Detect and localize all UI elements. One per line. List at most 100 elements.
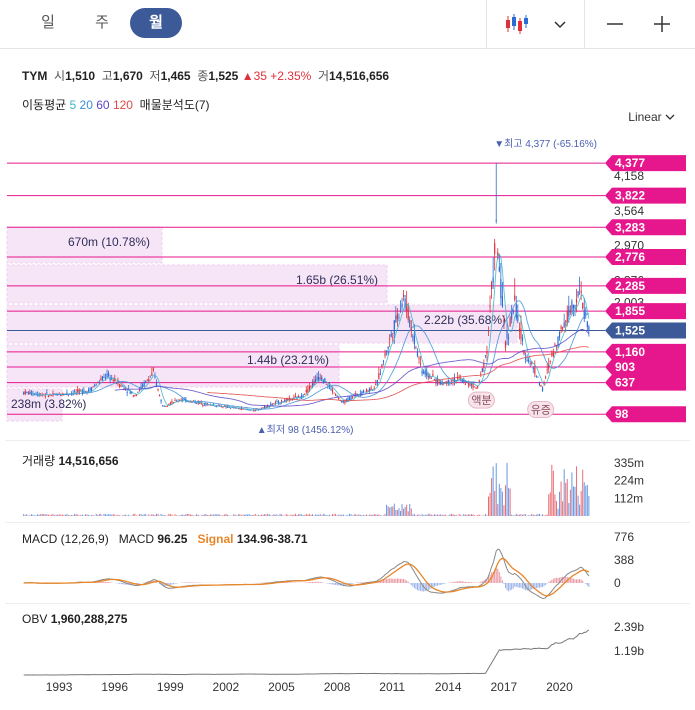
candle-body <box>265 406 267 408</box>
candle-body <box>308 386 310 390</box>
candle-body <box>401 303 403 308</box>
macd-histogram-bar <box>511 583 513 590</box>
candle-body <box>279 403 281 405</box>
volume-bar <box>362 514 364 516</box>
candle-body <box>274 402 276 404</box>
macd-histogram-bar <box>393 578 395 583</box>
volume-bar <box>501 491 503 516</box>
price-level-tag[interactable] <box>605 155 686 172</box>
volume-bar <box>239 514 241 516</box>
macd-histogram-bar <box>433 583 435 587</box>
macd-histogram-bar <box>545 583 547 585</box>
ma-5[interactable]: 5 <box>69 98 77 112</box>
macd-histogram-bar <box>98 582 100 583</box>
obv-chart[interactable]: 2.39b 1.19b 1993 1996 1999 2002 2005 2008 2011 20… <box>0 603 695 703</box>
volume-chart[interactable]: 335m 224m 112m <box>0 440 695 518</box>
volume-title: 거래량 14,516,656 <box>22 452 119 469</box>
macd-histogram-bar <box>406 580 408 583</box>
candle-body <box>158 394 161 397</box>
event-badge[interactable] <box>467 391 495 409</box>
price-level-value: 3,822 <box>615 189 645 203</box>
macd-histogram-bar <box>396 578 398 583</box>
zoom-in-icon[interactable] <box>648 10 676 38</box>
tab-month[interactable]: 월 <box>130 8 182 38</box>
price-level-tag[interactable] <box>605 249 686 266</box>
candle-body <box>162 405 164 407</box>
volume-bar <box>157 513 159 516</box>
volume-bar <box>46 514 48 516</box>
macd-histogram-bar <box>435 583 437 587</box>
candle-body <box>199 402 201 404</box>
volume-profile-label[interactable]: 매물분석도(7) <box>139 98 210 112</box>
candle-body <box>389 338 391 340</box>
volume-bar <box>512 515 514 516</box>
macd-histogram-bar <box>398 578 400 583</box>
candle-body <box>151 373 153 376</box>
price-level-value: 3,283 <box>615 220 645 234</box>
volume-bar <box>57 514 59 516</box>
candle-body <box>392 336 394 338</box>
tab-day[interactable]: 일 <box>41 14 55 31</box>
candle-body <box>449 383 451 384</box>
volume-bar <box>559 491 561 516</box>
tab-week[interactable]: 주 <box>95 14 109 31</box>
candle-body <box>461 378 463 383</box>
price-level-tag[interactable] <box>605 187 686 204</box>
volume-bar <box>498 483 500 516</box>
volume-bar <box>321 515 323 516</box>
price-level-tag[interactable] <box>605 219 686 236</box>
price-level-tag[interactable] <box>605 343 686 360</box>
chevron-down-icon[interactable] <box>546 10 574 38</box>
volume-bar <box>500 488 502 516</box>
macd-axis-tick: 388 <box>614 553 634 567</box>
candle-body <box>409 319 411 327</box>
event-label: 유증 <box>531 404 551 417</box>
macd-histogram-bar <box>461 581 463 583</box>
volume-bar <box>471 514 473 516</box>
price-level-tag[interactable] <box>605 406 686 423</box>
ma-60[interactable]: 60 <box>96 98 110 112</box>
volume-bar <box>228 515 230 516</box>
candlestick-chart-icon[interactable] <box>503 10 531 38</box>
volume-bar <box>145 514 147 516</box>
macd-histogram-bar <box>508 583 510 592</box>
price-level-tag[interactable] <box>605 277 686 294</box>
volume-bar <box>367 515 369 516</box>
candle-body <box>585 312 587 315</box>
macd-histogram-bar <box>571 578 573 583</box>
macd-histogram-bar <box>588 583 590 587</box>
candle-body <box>350 396 352 400</box>
macd-histogram-bar <box>100 581 102 583</box>
candle-body <box>138 388 141 391</box>
volume-bar <box>63 515 65 516</box>
candle-body <box>313 380 315 386</box>
price-level-tag[interactable] <box>605 322 686 339</box>
ma-120[interactable]: 120 <box>112 98 133 112</box>
macd-histogram-bar <box>386 578 388 583</box>
candle-body <box>558 332 561 338</box>
macd-histogram-bar <box>328 583 330 584</box>
price-level-tag[interactable] <box>605 358 686 375</box>
price-chart[interactable]: 670m (10.78%) 1.65b (26.51%) 2.22b (35.68%… <box>0 135 695 435</box>
ma-20[interactable]: 20 <box>79 98 93 112</box>
volume-bar <box>386 504 388 516</box>
volume-bar <box>474 515 476 516</box>
volume-bar <box>489 492 491 516</box>
price-level-tag[interactable] <box>605 303 686 320</box>
zoom-out-icon[interactable] <box>601 10 629 38</box>
macd-chart[interactable]: 776 388 0 <box>0 522 695 602</box>
price-level-tag[interactable] <box>605 374 686 391</box>
scale-selector[interactable]: Linear <box>628 110 675 124</box>
macd-histogram-bar <box>552 578 554 583</box>
event-badge[interactable] <box>527 401 555 419</box>
volume-bar <box>508 487 510 516</box>
volume-bar <box>69 515 71 516</box>
macd-histogram-bar <box>452 581 454 583</box>
moving-average-line <box>207 346 589 402</box>
candle-body <box>32 394 34 396</box>
x-axis-tick: 2014 <box>435 680 462 694</box>
signal-line <box>23 557 590 597</box>
candle-body <box>427 376 429 378</box>
macd-histogram-bar <box>494 569 496 583</box>
macd-histogram-bar <box>168 583 170 586</box>
